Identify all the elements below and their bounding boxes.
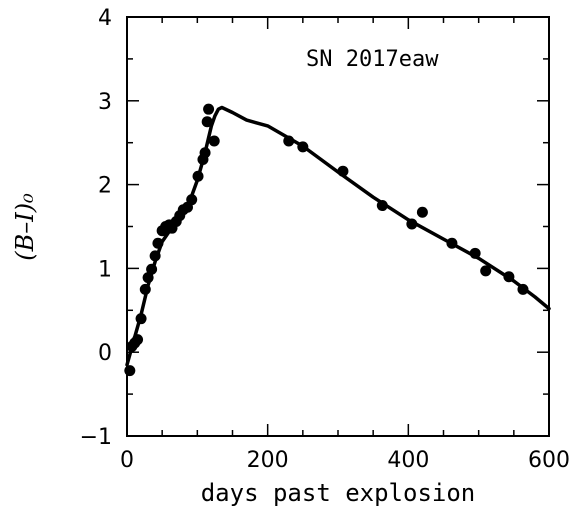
data-point <box>517 284 528 295</box>
data-point <box>377 200 388 211</box>
x-tick-label: 200 <box>247 448 289 473</box>
data-point <box>209 136 220 147</box>
y-tick-label: 1 <box>98 257 112 282</box>
data-point <box>480 265 491 276</box>
data-points <box>124 104 528 376</box>
data-point <box>152 238 163 249</box>
x-axis-label: days past explosion <box>201 479 476 507</box>
data-point <box>337 166 348 177</box>
data-point <box>283 136 294 147</box>
axis-ticks <box>127 17 549 436</box>
data-point <box>146 264 157 275</box>
x-tick-label: 0 <box>120 448 134 473</box>
data-point <box>470 248 481 259</box>
y-tick-label: −1 <box>80 425 112 450</box>
plot-frame <box>127 17 549 436</box>
sn-annotation: SN 2017eaw <box>306 47 439 72</box>
data-point <box>417 207 428 218</box>
data-point <box>150 250 161 261</box>
data-point <box>136 313 147 324</box>
data-point <box>503 271 514 282</box>
data-point <box>193 171 204 182</box>
tick-labels: 0 200 400 600 −1 0 1 2 3 4 <box>80 6 570 473</box>
y-tick-label: 0 <box>98 341 112 366</box>
data-point <box>202 116 213 127</box>
data-point <box>446 238 457 249</box>
y-tick-label: 3 <box>98 90 112 115</box>
data-point <box>297 141 308 152</box>
x-tick-label: 600 <box>528 448 570 473</box>
y-tick-label: 2 <box>98 174 112 199</box>
y-tick-label: 4 <box>98 6 112 31</box>
data-point <box>124 365 135 376</box>
data-point <box>203 104 214 115</box>
y-axis-label: (B–I)₀ <box>11 193 39 261</box>
x-tick-label: 400 <box>387 448 429 473</box>
data-point <box>186 194 197 205</box>
data-point <box>132 334 143 345</box>
data-point <box>200 147 211 158</box>
data-point <box>140 284 151 295</box>
model-curve <box>127 108 549 365</box>
data-point <box>406 218 417 229</box>
